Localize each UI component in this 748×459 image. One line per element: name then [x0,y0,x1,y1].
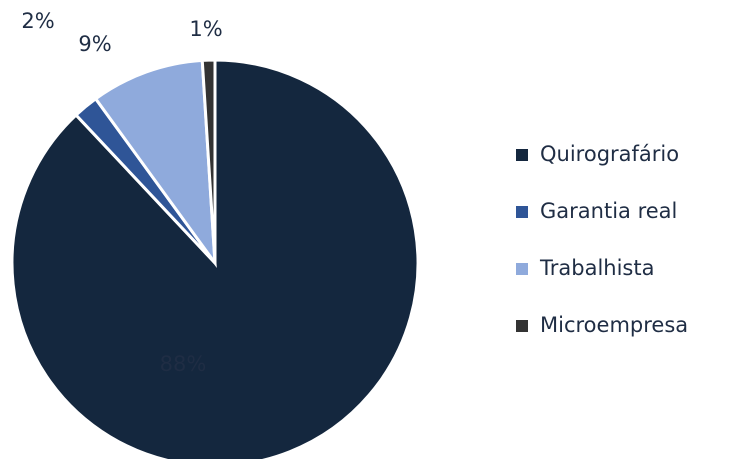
data-label: 1% [189,17,222,41]
data-label: 88% [160,352,207,376]
legend-swatch [516,320,528,332]
legend-label: Microempresa [540,313,688,337]
legend-label: Quirografário [540,142,679,166]
data-label: 9% [78,32,111,56]
legend-swatch [516,149,528,161]
legend-label: Trabalhista [539,256,654,280]
legend-label: Garantia real [540,199,677,223]
pie-slice [10,58,420,459]
data-label: 2% [21,9,54,33]
legend-swatch [516,206,528,218]
pie-slice [200,58,217,264]
legend-swatch [516,263,528,275]
pie-slice [93,58,217,269]
